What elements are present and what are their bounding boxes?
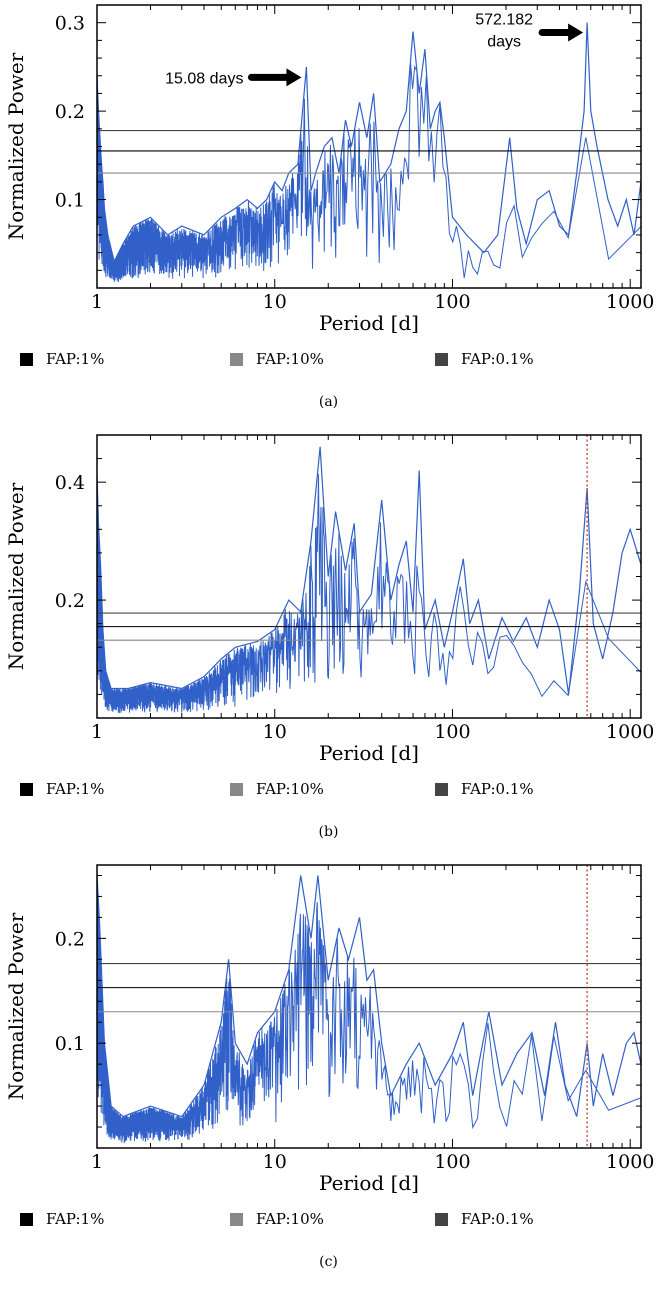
legend-c: FAP:1% FAP:10% FAP:0.1% bbox=[20, 1210, 640, 1232]
legend-item-fap10: FAP:10% bbox=[230, 780, 324, 798]
y-axis-label: Normalized Power bbox=[4, 482, 28, 670]
periodogram-series-line bbox=[97, 446, 641, 695]
periodogram-chart-a: 1 10 100 1000 0.1 0.2 0.3 Period [d] Normalized … bbox=[4, 4, 654, 335]
legend-label-fap10: FAP:10% bbox=[256, 350, 324, 368]
legend-item-fap10: FAP:10% bbox=[230, 350, 324, 368]
y-axis-label: Normalized Power bbox=[4, 52, 28, 240]
legend-label-fap01: FAP:0.1% bbox=[461, 780, 534, 798]
x-tick-label: 1 bbox=[91, 291, 103, 313]
series-group bbox=[97, 875, 641, 1144]
x-axis-label: Period [d] bbox=[319, 1171, 419, 1195]
legend-swatch-fap1 bbox=[20, 352, 33, 366]
annotation-arrow-head bbox=[286, 68, 302, 87]
periodogram-panel-c: 1 10 100 1000 0.1 0.2 Period [d] Normalized Pow… bbox=[0, 860, 657, 1289]
x-axis-label: Period [d] bbox=[319, 311, 419, 335]
caption-c: (c) bbox=[319, 1254, 338, 1270]
legend-swatch-fap10 bbox=[230, 1212, 243, 1226]
y-tick-label: 0.3 bbox=[55, 13, 85, 35]
y-tick-label: 0.4 bbox=[55, 472, 85, 494]
periodogram-noise-line bbox=[97, 888, 641, 1144]
legend-swatch-fap10 bbox=[230, 782, 243, 796]
legend-swatch-fap01 bbox=[435, 352, 448, 366]
x-tick-label: 10 bbox=[263, 721, 287, 743]
x-tick-label: 1000 bbox=[606, 291, 654, 313]
legend-label-fap10: FAP:10% bbox=[256, 1210, 324, 1228]
periodogram-chart-b: 1 10 100 1000 0.2 0.4 Period [d] Normalized Pow… bbox=[4, 434, 654, 765]
y-tick-label: 0.1 bbox=[55, 190, 85, 212]
x-tick-label: 1 bbox=[91, 721, 103, 743]
series-group bbox=[97, 22, 641, 283]
caption-a: (a) bbox=[318, 394, 339, 410]
legend-swatch-fap10 bbox=[230, 352, 243, 366]
y-tick-label: 0.1 bbox=[55, 1033, 85, 1055]
x-tick-label: 1 bbox=[91, 1151, 103, 1173]
legend-swatch-fap01 bbox=[435, 782, 448, 796]
annotation-label: days bbox=[487, 33, 521, 50]
legend-label-fap1: FAP:1% bbox=[46, 350, 105, 368]
x-tick-label: 1000 bbox=[606, 1151, 654, 1173]
legend-item-fap01: FAP:0.1% bbox=[435, 780, 534, 798]
x-axis-label: Period [d] bbox=[319, 741, 419, 765]
legend-item-fap1: FAP:1% bbox=[20, 350, 104, 368]
legend-item-fap01: FAP:0.1% bbox=[435, 350, 534, 368]
legend-label-fap10: FAP:10% bbox=[256, 780, 324, 798]
legend-label-fap01: FAP:0.1% bbox=[461, 350, 534, 368]
legend-item-fap1: FAP:1% bbox=[20, 780, 104, 798]
legend-b: FAP:1% FAP:10% FAP:0.1% bbox=[20, 780, 640, 802]
legend-item-fap10: FAP:10% bbox=[230, 1210, 324, 1228]
legend-label-fap01: FAP:0.1% bbox=[461, 1210, 534, 1228]
periodogram-series-line bbox=[97, 875, 641, 1118]
periodogram-noise-line bbox=[97, 62, 641, 283]
x-tick-label: 10 bbox=[263, 1151, 287, 1173]
annotation-label: 15.08 days bbox=[165, 70, 243, 87]
periodogram-series-line bbox=[97, 22, 641, 264]
x-tick-label: 10 bbox=[263, 291, 287, 313]
periodogram-panel-b: 1 10 100 1000 0.2 0.4 Period [d] Normalized Pow… bbox=[0, 430, 657, 860]
legend-item-fap01: FAP:0.1% bbox=[435, 1210, 534, 1228]
periodogram-panel-a: 1 10 100 1000 0.1 0.2 0.3 Period [d] Normalized … bbox=[0, 0, 657, 430]
plot-frame bbox=[96, 864, 642, 1149]
legend-swatch-fap1 bbox=[20, 782, 33, 796]
series-group bbox=[97, 446, 641, 713]
x-tick-label: 1000 bbox=[606, 721, 654, 743]
legend-swatch-fap01 bbox=[435, 1212, 448, 1226]
legend-a: FAP:1% FAP:10% FAP:0.1% bbox=[20, 350, 640, 372]
annotation-label: 572.182 bbox=[475, 11, 533, 28]
y-tick-label: 0.2 bbox=[55, 928, 85, 950]
periodogram-noise-line bbox=[97, 474, 641, 713]
plot-frame bbox=[96, 434, 642, 719]
y-tick-label: 0.2 bbox=[55, 101, 85, 123]
caption-b: (b) bbox=[318, 824, 339, 840]
periodogram-chart-c: 1 10 100 1000 0.1 0.2 Period [d] Normalized Pow… bbox=[4, 864, 654, 1195]
legend-label-fap1: FAP:1% bbox=[46, 780, 105, 798]
legend-label-fap1: FAP:1% bbox=[46, 1210, 105, 1228]
legend-swatch-fap1 bbox=[20, 1212, 33, 1226]
x-tick-label: 100 bbox=[434, 1151, 470, 1173]
y-axis-label: Normalized Power bbox=[4, 912, 28, 1100]
x-tick-label: 100 bbox=[434, 291, 470, 313]
legend-item-fap1: FAP:1% bbox=[20, 1210, 104, 1228]
annotation-arrow-head bbox=[568, 23, 584, 42]
x-tick-label: 100 bbox=[434, 721, 470, 743]
y-tick-label: 0.2 bbox=[55, 590, 85, 612]
